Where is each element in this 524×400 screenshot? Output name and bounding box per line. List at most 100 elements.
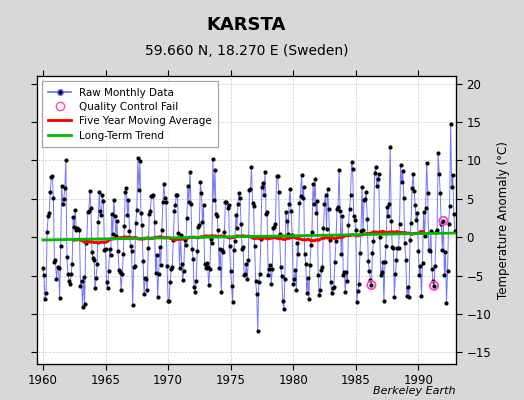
Point [279,298,287,304]
Point [298,195,307,201]
Point [73,224,82,231]
Text: Berkeley Earth: Berkeley Earth [374,386,456,396]
Point [182,242,190,248]
Point [281,276,289,282]
Text: KARSTA: KARSTA [206,16,286,34]
Point [309,181,317,188]
Point [411,202,419,208]
Point [447,184,456,191]
Point [443,268,452,274]
Point [313,198,321,204]
Point [347,159,356,165]
Point [423,190,432,196]
Point [122,184,130,191]
Point [358,184,366,190]
Point [305,262,314,268]
Text: 59.660 N, 18.270 E (Sweden): 59.660 N, 18.270 E (Sweden) [145,44,348,58]
Point [285,201,293,207]
Point [107,211,116,218]
Point [253,290,261,297]
Point [165,298,173,304]
Point [301,260,310,267]
Point [52,276,61,282]
Point [126,243,135,250]
Point [400,240,409,246]
Point [383,204,391,211]
Point [370,170,379,177]
Point [434,150,442,156]
Point [65,278,73,284]
Point [436,190,444,196]
Point [212,211,220,217]
Point [317,267,325,274]
Point [121,188,129,195]
Point [430,282,438,289]
Point [82,240,90,246]
Point [394,244,402,251]
Point [294,251,303,257]
Point [336,208,344,214]
Point [344,222,353,228]
Point [381,258,389,265]
Point [300,250,309,257]
Point [59,201,67,207]
Point [314,272,322,278]
Point [216,246,224,252]
Point [94,219,102,225]
Point [159,198,167,205]
Point [338,212,346,219]
Point [116,268,124,275]
Point [146,208,155,214]
Point [231,238,239,244]
Point [331,259,339,265]
Point [233,225,241,232]
Point [263,209,271,215]
Point [211,166,219,173]
Y-axis label: Temperature Anomaly (°C): Temperature Anomaly (°C) [497,141,510,299]
Point [58,183,66,190]
Point [276,231,284,238]
Point [208,240,216,246]
Point [367,282,376,288]
Point [433,227,441,234]
Point [125,228,134,234]
Point [140,291,148,297]
Point [187,201,195,207]
Point [86,205,95,211]
Point [156,244,164,250]
Point [315,292,323,298]
Point [296,193,304,200]
Point [190,284,198,290]
Point [71,207,80,214]
Point [257,235,265,242]
Point [117,287,125,294]
Point [288,232,297,238]
Point [450,211,458,218]
Point [214,226,222,233]
Point [316,286,324,293]
Point [220,229,228,236]
Point [138,222,146,228]
Point [252,278,260,284]
Point [70,223,79,230]
Point [303,275,312,282]
Point [261,169,269,175]
Point [105,246,114,252]
Point [431,263,439,270]
Point [427,228,435,234]
Point [442,300,451,306]
Point [339,271,347,278]
Point [142,276,150,282]
Point [191,289,199,295]
Point [413,210,421,216]
Point [275,189,283,196]
Point [310,200,318,207]
Point [351,217,359,223]
Point [399,195,408,201]
Point [209,156,217,162]
Point [102,279,111,286]
Point [417,293,425,299]
Point [365,268,374,274]
Point [387,218,396,224]
Point [262,210,270,217]
